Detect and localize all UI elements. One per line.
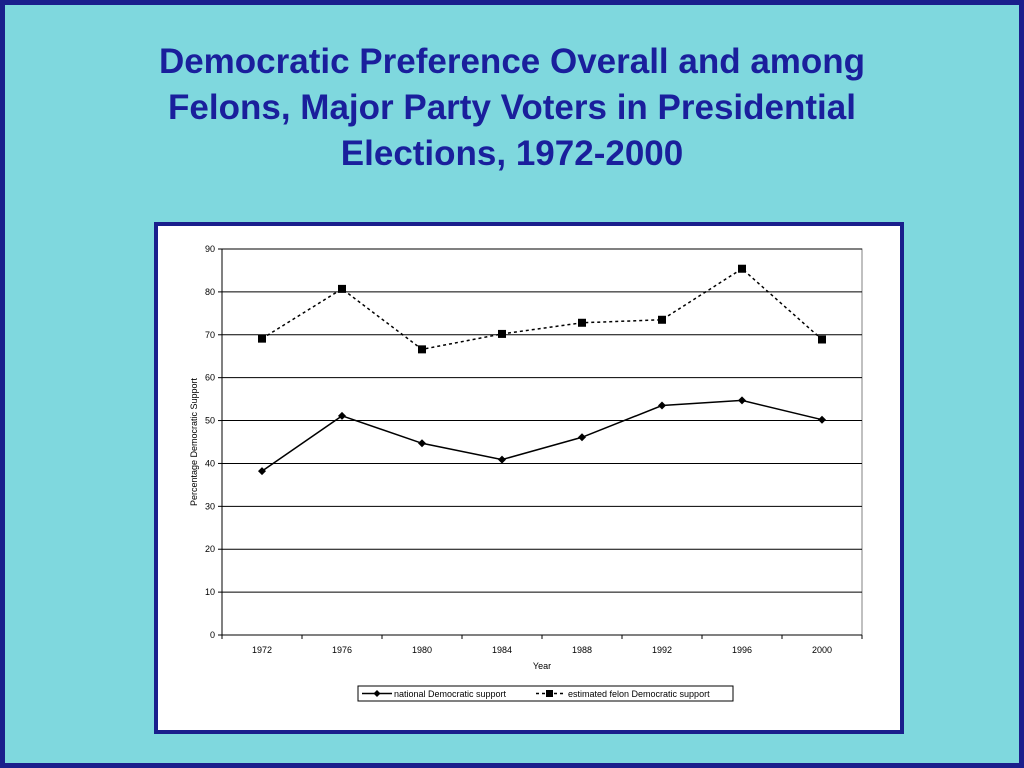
data-point-diamond	[658, 401, 666, 410]
data-point-square	[818, 335, 826, 344]
x-tick-label: 1996	[732, 645, 752, 655]
data-point-diamond	[258, 467, 266, 476]
data-point-diamond	[338, 411, 346, 420]
y-tick-label: 0	[210, 630, 215, 640]
legend-marker-square	[546, 690, 553, 697]
x-tick-label: 1992	[652, 645, 672, 655]
y-tick-label: 90	[205, 244, 215, 254]
series-line-2	[261, 267, 823, 351]
y-tick-label: 80	[205, 287, 215, 297]
data-point-diamond	[498, 455, 506, 464]
data-point-square	[498, 329, 506, 338]
data-point-square	[258, 334, 266, 343]
legend-marker-diamond	[373, 690, 381, 697]
y-tick-label: 10	[205, 587, 215, 597]
x-axis-title: Year	[533, 661, 551, 671]
x-tick-label: 1984	[492, 645, 512, 655]
data-point-square	[418, 345, 426, 354]
x-tick-label: 1976	[332, 645, 352, 655]
x-tick-label: 1980	[412, 645, 432, 655]
data-point-square	[338, 284, 346, 293]
series-line-1	[261, 399, 823, 472]
legend-label-felon: estimated felon Democratic support	[568, 689, 710, 699]
line-chart: 0 10 20 30 40 50 60 70 80 90 1972 1976 1980 1984 1988 1…	[189, 244, 863, 702]
y-axis-title: Percentage Democratic Support	[189, 377, 199, 506]
y-tick-label: 30	[205, 501, 215, 511]
y-tick-label: 70	[205, 330, 215, 340]
slide-title: Democratic Preference Overall and among …	[5, 39, 1019, 177]
y-tick-label: 20	[205, 544, 215, 554]
x-tick-label: 2000	[812, 645, 832, 655]
plot-area	[221, 248, 863, 636]
data-point-square	[738, 264, 746, 273]
slide-background: Democratic Preference Overall and among …	[5, 5, 1019, 763]
x-tick-label: 1972	[252, 645, 272, 655]
data-point-diamond	[578, 433, 586, 442]
legend-label-national: national Democratic support	[394, 689, 507, 699]
data-point-diamond	[738, 396, 746, 405]
y-tick-label: 50	[205, 416, 215, 426]
data-point-diamond	[818, 415, 826, 424]
title-line-2: Felons, Major Party Voters in Presidenti…	[168, 88, 856, 127]
title-line-3: Elections, 1972-2000	[340, 134, 684, 173]
data-point-square	[578, 318, 586, 327]
chart-frame: 0 10 20 30 40 50 60 70 80 90 1972 1976 1980 1984 1988 1…	[154, 222, 904, 734]
x-tick-label: 1988	[572, 645, 592, 655]
legend-box	[357, 685, 734, 702]
y-tick-label: 40	[205, 458, 215, 468]
data-point-square	[658, 315, 666, 324]
title-line-1: Democratic Preference Overall and among	[158, 42, 866, 81]
data-point-diamond	[418, 439, 426, 448]
y-tick-label: 60	[205, 373, 215, 383]
